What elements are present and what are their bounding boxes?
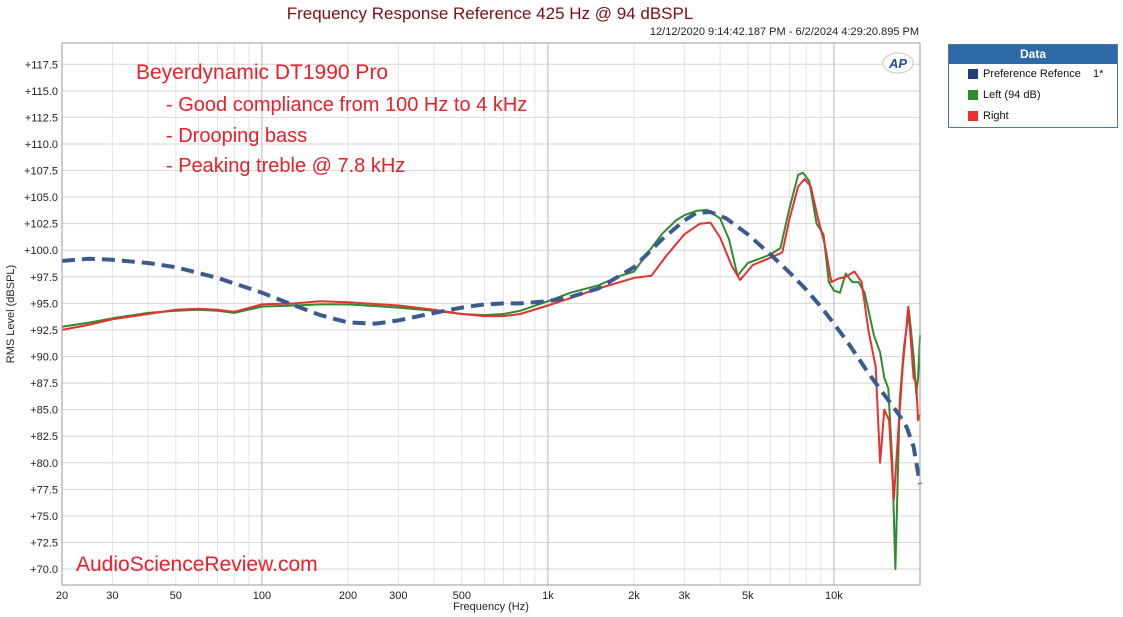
x-tick-label: 300 <box>389 590 407 602</box>
y-tick-label: +110.0 <box>25 139 58 151</box>
legend-swatch-icon <box>968 111 978 121</box>
x-tick-label: 50 <box>170 590 182 602</box>
x-tick-label: 10k <box>825 590 843 602</box>
legend-item-label: Left (94 dB) <box>983 89 1041 101</box>
y-tick-label: +105.0 <box>24 192 58 204</box>
ap-logo-text: AP <box>888 56 907 71</box>
y-tick-label: +77.5 <box>30 484 58 496</box>
legend-header: Data <box>949 45 1117 64</box>
legend-swatch-icon <box>968 90 978 100</box>
series-line-preference-refence <box>61 210 922 485</box>
annotation-model: Beyerdynamic DT1990 Pro <box>136 61 388 84</box>
legend-swatch-icon <box>968 69 978 79</box>
y-tick-label: +75.0 <box>30 511 58 523</box>
y-tick-label: +90.0 <box>30 352 58 364</box>
x-tick-label: 3k <box>679 590 691 602</box>
timestamp: 12/12/2020 9:14:42.187 PM - 6/2/2024 4:2… <box>650 26 919 38</box>
x-tick-label: 100 <box>253 590 271 602</box>
x-tick-label: 30 <box>106 590 118 602</box>
legend-item[interactable]: Right <box>949 106 1117 127</box>
y-tick-label: +102.5 <box>24 219 58 231</box>
y-tick-label: +70.0 <box>30 564 58 576</box>
y-tick-label: +72.5 <box>30 537 58 549</box>
y-tick-labels: +70.0 +72.5 +75.0 +77.5 +80.0 +82.5 +85.0 +87.5… <box>24 59 58 576</box>
legend-item-label: Right <box>983 110 1009 122</box>
watermark: AudioScienceReview.com <box>76 553 318 576</box>
x-tick-label: 2k <box>628 590 640 602</box>
y-tick-label: +80.0 <box>30 458 58 470</box>
series-lines <box>61 171 922 571</box>
y-tick-label: +82.5 <box>30 431 58 443</box>
ap-logo: AP <box>882 52 914 74</box>
y-tick-label: +95.0 <box>30 298 58 310</box>
plot-frame <box>61 42 921 586</box>
legend-item-label: Preference Refence <box>983 68 1081 80</box>
ap-logo-badge <box>882 52 914 74</box>
y-axis-label: RMS Level (dBSPL) <box>5 265 17 363</box>
annotation-line-1: - Good compliance from 100 Hz to 4 kHz <box>166 94 527 116</box>
legend-item[interactable]: Preference Refence 1* <box>949 64 1117 85</box>
x-tick-labels: 20 30 50 100 200 300 500 1k 2k 3k 5k 10k <box>56 590 843 602</box>
y-tick-label: +117.5 <box>25 59 58 71</box>
annotation-line-3: - Peaking treble @ 7.8 kHz <box>166 155 405 177</box>
legend: Data Preference Refence 1* Left (94 dB) … <box>948 44 1118 128</box>
y-tick-label: +87.5 <box>30 378 58 390</box>
x-tick-label: 200 <box>339 590 357 602</box>
legend-item[interactable]: Left (94 dB) <box>949 85 1117 106</box>
x-tick-label: 5k <box>742 590 754 602</box>
legend-item-mark: 1* <box>1093 68 1104 80</box>
x-tick-label: 1k <box>542 590 554 602</box>
x-tick-label: 20 <box>56 590 68 602</box>
y-tick-label: +92.5 <box>30 325 58 337</box>
y-tick-label: +115.0 <box>25 86 58 98</box>
y-tick-label: +85.0 <box>30 405 58 417</box>
x-tick-label: 500 <box>453 590 471 602</box>
y-tick-label: +107.5 <box>24 166 58 178</box>
series-line-right <box>61 178 921 501</box>
y-tick-label: +97.5 <box>30 272 58 284</box>
x-axis-label: Frequency (Hz) <box>453 601 529 613</box>
annotation-line-2: - Drooping bass <box>166 125 307 147</box>
chart-title: Frequency Response Reference 425 Hz @ 94… <box>287 4 694 23</box>
y-tick-label: +112.5 <box>25 112 58 124</box>
y-tick-label: +100.0 <box>24 245 58 257</box>
